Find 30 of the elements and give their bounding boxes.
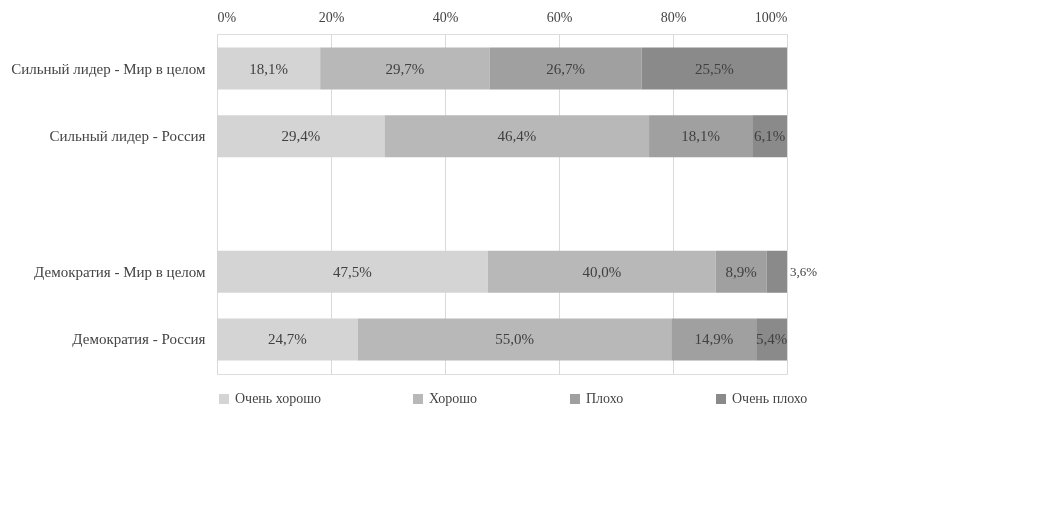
legend-label: Плохо <box>586 391 624 406</box>
x-tick-label: 0% <box>217 9 237 25</box>
data-label: 29,7% <box>385 60 425 77</box>
y-tick-label: Сильный лидер - Россия <box>49 128 206 145</box>
data-label: 14,9% <box>694 331 734 348</box>
y-tick-label: Демократия - Россия <box>72 331 206 348</box>
legend-label: Очень плохо <box>732 391 808 406</box>
data-label: 40,0% <box>582 263 622 280</box>
data-label: 18,1% <box>249 60 288 77</box>
x-tick-label: 20% <box>318 9 345 25</box>
x-tick-label: 60% <box>546 9 573 25</box>
data-label: 8,9% <box>725 263 757 280</box>
data-label: 3,6% <box>790 263 818 279</box>
data-label: 47,5% <box>333 263 372 280</box>
y-tick-label: Демократия - Мир в целом <box>34 263 206 280</box>
y-tick-label: Сильный лидер - Мир в целом <box>11 60 206 77</box>
data-label: 55,0% <box>495 331 534 348</box>
x-tick-label: 40% <box>432 9 459 25</box>
data-label: 18,1% <box>681 128 721 145</box>
data-label: 25,5% <box>694 60 734 77</box>
data-label: 24,7% <box>268 331 307 348</box>
data-label: 26,7% <box>546 60 585 77</box>
data-label: 5,4% <box>755 331 788 348</box>
legend-label: Очень хорошо <box>235 391 321 406</box>
legend-label: Хорошо <box>429 391 478 406</box>
x-tick-label: 100% <box>754 9 788 25</box>
x-tick-label: 80% <box>660 9 687 25</box>
data-label: 6,1% <box>753 128 786 145</box>
data-label: 29,4% <box>281 128 321 145</box>
data-label: 46,4% <box>497 128 537 145</box>
